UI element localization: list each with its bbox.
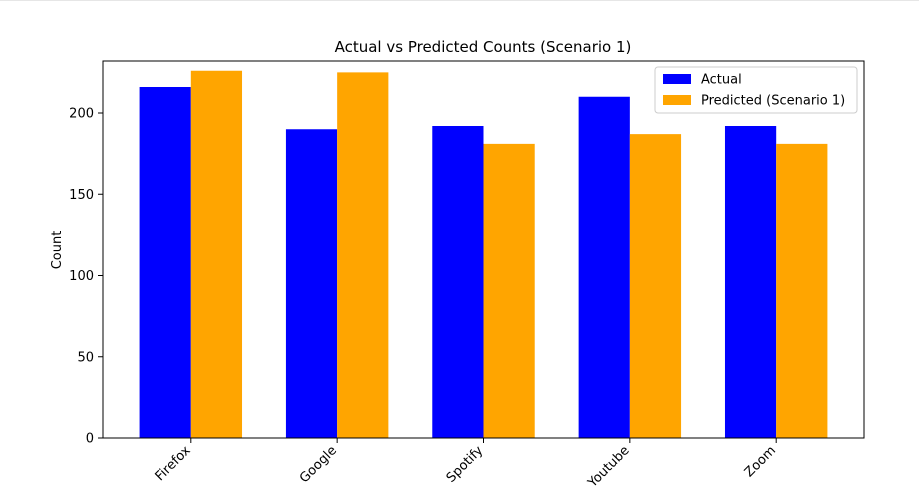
legend: Actual Predicted (Scenario 1) [654,66,858,114]
bar-youtube-actual [578,96,630,438]
legend-label-actual: Actual [701,73,742,88]
x-tick-label-youtube: Youtube [585,443,633,491]
y-tick-label: 200 [69,107,94,122]
y-axis: 0 50 100 150 200 [69,107,103,447]
y-tick-label: 50 [77,350,94,365]
bar-zoom-predicted [776,143,828,438]
legend-box [654,66,858,114]
x-tick-label-google: Google [297,443,340,486]
bar-spotify-actual [432,126,484,438]
bar-spotify-predicted [483,143,535,438]
bar-firefox-predicted [190,70,243,438]
bar-google-actual [285,129,338,438]
bars [139,70,828,438]
bar-google-predicted [337,72,389,438]
legend-swatch-actual [663,74,691,84]
x-tick-label-firefox: Firefox [153,443,194,484]
bar-zoom-actual [724,126,777,438]
x-axis: Firefox Google Spotify Youtube Zoom [153,438,779,491]
bar-youtube-predicted [629,134,682,438]
legend-label-predicted: Predicted (Scenario 1) [701,94,845,109]
x-tick-label-zoom: Zoom [742,443,779,480]
chart-title: Actual vs Predicted Counts (Scenario 1) [335,38,632,56]
page-top-divider [0,0,919,1]
bar-firefox-actual [139,87,191,438]
plot-frame [102,60,865,439]
y-tick-label: 0 [86,432,94,447]
y-tick-label: 150 [69,188,94,203]
x-tick-label-spotify: Spotify [444,443,487,486]
legend-swatch-predicted [663,95,691,105]
y-tick-label: 100 [69,269,94,284]
y-axis-label: Count [50,231,65,270]
